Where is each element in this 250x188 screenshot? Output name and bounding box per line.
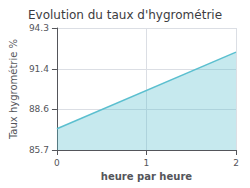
svg-text:94.3: 94.3: [29, 23, 49, 33]
svg-text:heure par heure: heure par heure: [101, 171, 192, 182]
svg-text:85.7: 85.7: [29, 145, 49, 155]
svg-text:1: 1: [144, 158, 150, 168]
svg-text:Evolution du taux d'hygrométri: Evolution du taux d'hygrométrie: [28, 8, 222, 22]
svg-text:2: 2: [233, 158, 239, 168]
svg-text:0: 0: [54, 158, 60, 168]
svg-text:88.6: 88.6: [29, 104, 49, 114]
svg-text:91.4: 91.4: [29, 64, 49, 74]
svg-text:Taux hygrométrie %: Taux hygrométrie %: [8, 39, 19, 140]
